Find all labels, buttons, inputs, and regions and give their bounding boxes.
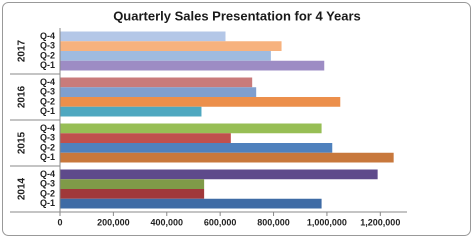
category-label: Q-2 — [40, 50, 55, 60]
category-label: Q-3 — [40, 179, 55, 189]
category-label: Q-1 — [40, 60, 55, 70]
x-tick-label: 1,200,000 — [360, 217, 400, 227]
bar — [60, 31, 226, 42]
x-tick-label: 600,000 — [204, 217, 237, 227]
category-label: Q-4 — [40, 77, 55, 87]
group-label: 2016 — [17, 85, 28, 108]
x-tick-label: 0 — [57, 217, 62, 227]
bar — [60, 198, 322, 209]
chart-title: Quarterly Sales Presentation for 4 Years — [113, 8, 361, 23]
category-label: Q-1 — [40, 152, 55, 162]
bar — [60, 152, 394, 163]
x-tick-label: 400,000 — [150, 217, 183, 227]
category-label: Q-4 — [40, 169, 55, 179]
bar — [60, 123, 322, 134]
x-tick-label: 800,000 — [257, 217, 290, 227]
category-label: Q-3 — [40, 41, 55, 51]
category-label: Q-2 — [40, 96, 55, 106]
bar — [60, 133, 231, 143]
category-label: Q-3 — [40, 133, 55, 143]
group-label: 2017 — [17, 39, 28, 62]
bar — [60, 143, 333, 153]
bar — [60, 51, 271, 61]
x-tick-label: 200,000 — [97, 217, 130, 227]
bar — [60, 60, 325, 71]
category-label: Q-4 — [40, 31, 55, 41]
category-label: Q-1 — [40, 106, 55, 116]
x-tick-label: 1,000,000 — [307, 217, 347, 227]
category-label: Q-1 — [40, 198, 55, 208]
bar — [60, 179, 205, 189]
category-label: Q-2 — [40, 188, 55, 198]
bar — [60, 169, 378, 180]
group-label: 2015 — [17, 131, 28, 154]
bar — [60, 189, 205, 199]
category-label: Q-3 — [40, 87, 55, 97]
bar — [60, 77, 253, 88]
bar — [60, 41, 282, 51]
category-label: Q-4 — [40, 123, 55, 133]
bar — [60, 87, 257, 97]
category-label: Q-2 — [40, 142, 55, 152]
bar — [60, 97, 341, 107]
group-label: 2014 — [17, 177, 28, 200]
bar — [60, 106, 202, 117]
